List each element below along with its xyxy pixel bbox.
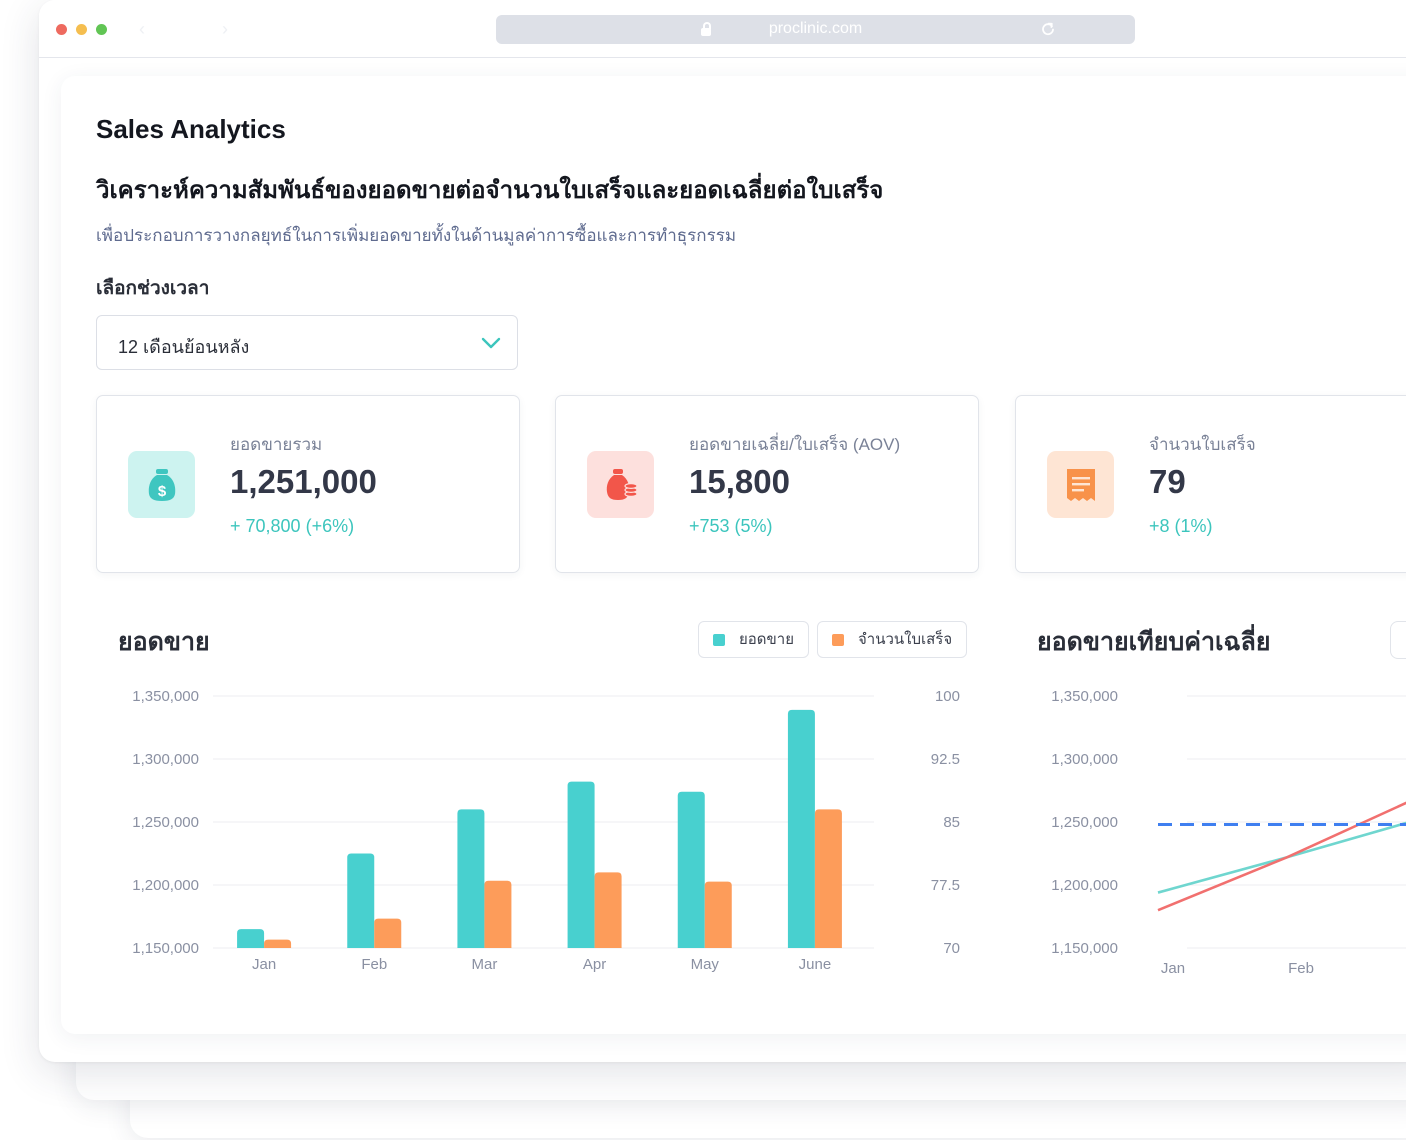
- svg-text:$: $: [158, 483, 167, 500]
- stat-label: ยอดขายเฉลี่ย/ใบเสร็จ (AOV): [689, 435, 901, 454]
- sales-bar-chart: 1,350,000 1,300,000 1,250,000 1,200,000 1,15…: [132, 688, 960, 973]
- sales-bar: [677, 791, 705, 948]
- page-headline: วิเคราะห์ความสัมพันธ์ของยอดขายต่อจำนวนใบ…: [96, 177, 884, 204]
- stat-value: 79: [1149, 463, 1186, 500]
- receipts-bar: [484, 880, 512, 948]
- sales-bar: [237, 929, 265, 948]
- y-axis-tick-label: 1,300,000: [132, 751, 199, 768]
- range-label: เลือกช่วงเวลา: [96, 278, 210, 299]
- receipts-bar: [814, 809, 842, 948]
- x-axis-tick-label: June: [799, 956, 832, 973]
- legend-label: ยอดขาย: [739, 631, 795, 648]
- y-axis-tick-label: 1,350,000: [132, 688, 199, 705]
- lock-icon: [701, 22, 711, 36]
- sales-bar: [457, 809, 485, 948]
- legend-label: จำนวนใบเสร็จ: [858, 631, 953, 648]
- x-axis-tick-label: Feb: [361, 956, 387, 973]
- x-axis-tick-label: Jan: [252, 956, 276, 973]
- coins-bag-icon: [587, 451, 654, 518]
- browser-titlebar: ‹ › proclinic.com: [39, 0, 1406, 58]
- receipts-bar: [374, 918, 402, 948]
- chevron-down-icon: [481, 337, 501, 349]
- receipts-bar: [594, 872, 622, 948]
- sales-bar: [567, 781, 595, 948]
- forward-arrow-icon[interactable]: ›: [222, 19, 228, 39]
- receipt-icon: [1047, 451, 1114, 518]
- y2-axis-tick-label: 70: [943, 940, 960, 957]
- x-axis-tick-label: Jan: [1161, 960, 1185, 977]
- y-axis-tick-label: 1,250,000: [1051, 814, 1118, 831]
- back-arrow-icon[interactable]: ‹: [139, 19, 145, 39]
- avg-chart-control[interactable]: [1390, 621, 1406, 659]
- average-order-value-card: ยอดขายเฉลี่ย/ใบเสร็จ (AOV) 15,800 +753 (…: [555, 395, 979, 573]
- page-subheadline: เพื่อประกอบการวางกลยุทธ์ในการเพิ่มยอดขาย…: [96, 226, 737, 245]
- total-sales-card: $ ยอดขายรวม 1,251,000 + 70,800 (+6%): [96, 395, 520, 573]
- y2-axis-tick-label: 85: [943, 814, 960, 831]
- y-axis-tick-label: 1,150,000: [1051, 940, 1118, 957]
- money-bag-icon: $: [128, 451, 195, 518]
- y2-axis-tick-label: 77.5: [931, 877, 960, 894]
- legend-swatch: [713, 634, 725, 646]
- reload-icon[interactable]: [1041, 22, 1055, 36]
- y2-axis-tick-label: 100: [935, 688, 960, 705]
- x-axis-tick-label: May: [691, 956, 720, 973]
- maximize-window-button[interactable]: [96, 24, 107, 35]
- stat-value: 15,800: [689, 463, 790, 500]
- dashboard-panel: Sales Analytics วิเคราะห์ความสัมพันธ์ของ…: [61, 76, 1406, 1034]
- close-window-button[interactable]: [56, 24, 67, 35]
- range-dropdown[interactable]: 12 เดือนย้อนหลัง: [96, 315, 518, 370]
- stat-delta: +753 (5%): [689, 516, 773, 536]
- series-line: [1157, 801, 1406, 912]
- y-axis-tick-label: 1,200,000: [132, 877, 199, 894]
- sales-bar: [347, 853, 375, 948]
- stat-label: ยอดขายรวม: [230, 435, 323, 454]
- legend-sales-toggle[interactable]: ยอดขาย: [698, 621, 810, 658]
- legend-swatch: [832, 634, 844, 646]
- page-title: Sales Analytics: [96, 114, 286, 144]
- x-axis-tick-label: Feb: [1288, 960, 1314, 977]
- minimize-window-button[interactable]: [76, 24, 87, 35]
- sales-chart-title: ยอดขาย: [118, 628, 210, 656]
- address-bar-url: proclinic.com: [768, 20, 863, 37]
- browser-window: ‹ › proclinic.com Sales Analytics วิเครา…: [39, 0, 1406, 1062]
- y2-axis-tick-label: 92.5: [931, 751, 960, 768]
- receipt-count-card: จำนวนใบเสร็จ 79 +8 (1%): [1015, 395, 1406, 573]
- stat-delta: +8 (1%): [1149, 516, 1213, 536]
- y-axis-tick-label: 1,300,000: [1051, 751, 1118, 768]
- range-selected-value: 12 เดือนย้อนหลัง: [118, 337, 250, 357]
- legend-receipts-toggle[interactable]: จำนวนใบเสร็จ: [817, 621, 968, 658]
- y-axis-tick-label: 1,150,000: [132, 940, 199, 957]
- x-axis-tick-label: Apr: [583, 956, 606, 973]
- y-axis-tick-label: 1,200,000: [1051, 877, 1118, 894]
- address-bar[interactable]: proclinic.com: [496, 15, 1135, 44]
- stat-delta: + 70,800 (+6%): [230, 516, 355, 536]
- avg-chart-title: ยอดขายเทียบค่าเฉลี่ย: [1037, 628, 1271, 656]
- y-axis-tick-label: 1,250,000: [132, 814, 199, 831]
- receipts-bar: [704, 881, 732, 948]
- receipts-bar: [264, 939, 292, 948]
- stat-value: 1,251,000: [230, 463, 377, 500]
- stat-label: จำนวนใบเสร็จ: [1149, 435, 1256, 454]
- sales-bar: [787, 709, 815, 948]
- x-axis-tick-label: Mar: [471, 956, 497, 973]
- series-line: [1157, 821, 1406, 894]
- avg-line-chart: 1,350,000 1,300,000 1,250,000 1,200,000 1,15…: [1051, 688, 1406, 977]
- y-axis-tick-label: 1,350,000: [1051, 688, 1118, 705]
